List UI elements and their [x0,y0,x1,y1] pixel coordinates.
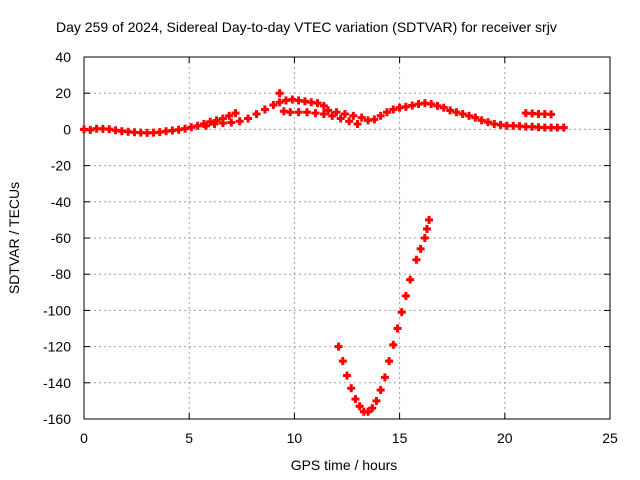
data-point [349,111,358,120]
data-point [244,114,253,123]
data-point [269,100,278,109]
data-point [225,111,234,120]
x-tick-label: 10 [287,430,303,446]
data-point [393,324,402,333]
data-point [364,407,373,416]
y-tick-label: -60 [51,230,71,246]
data-point [275,89,284,98]
y-tick-label: -100 [43,302,71,318]
data-point [336,114,345,123]
data-point [332,108,341,117]
data-point [235,117,244,126]
data-point [458,110,467,119]
data-point [351,395,360,404]
y-tick-label: -40 [51,194,71,210]
data-point [357,113,366,122]
data-point [376,386,385,395]
data-point [427,100,436,109]
x-axis-label: GPS time / hours [291,457,398,473]
data-point [376,111,385,120]
data-point [446,106,455,115]
data-point [433,101,442,110]
data-point [370,115,379,124]
x-tick-label: 15 [392,430,408,446]
data-point [471,113,480,122]
data-point [406,275,415,284]
data-point [416,244,425,253]
data-point [389,105,398,114]
ticks: 40 20 0 -20 -40 -60 -80 -100 -120 -140 -160 0 5 10 15 2… [43,49,618,446]
data-point [210,119,219,128]
data-point [559,123,568,132]
data-marks [80,89,568,416]
x-tick-label: 25 [602,430,618,446]
data-point [412,255,421,264]
y-tick-label: -80 [51,266,71,282]
data-point [334,342,343,351]
data-point [328,111,337,120]
y-tick-label: -120 [43,339,71,355]
y-tick-label: 40 [55,49,71,65]
chart-title: Day 259 of 2024, Sidereal Day-to-day VTE… [56,19,557,35]
y-tick-label: 0 [63,121,71,137]
data-point [275,98,284,107]
data-point [477,116,486,125]
data-point [218,119,227,128]
data-point [313,99,322,108]
data-point [227,118,236,127]
data-point [401,291,410,300]
data-point [397,308,406,317]
data-point [452,108,461,117]
x-tick-label: 5 [185,430,193,446]
grid [84,57,610,419]
data-point [311,109,320,118]
data-point [343,371,351,380]
data-point [294,108,303,117]
data-point [193,121,202,130]
data-point [324,106,333,115]
y-tick-label: -160 [43,411,71,427]
data-point [420,234,429,242]
data-point [353,119,362,128]
data-point [372,396,381,405]
data-point [345,117,354,126]
data-point [355,402,364,411]
data-point [260,105,269,114]
data-point [340,110,349,119]
data-point [252,110,261,119]
data-point [425,215,434,224]
data-point [382,108,391,117]
x-tick-label: 20 [497,430,513,446]
data-point [389,340,398,349]
data-point [286,108,295,117]
data-point [202,121,211,130]
y-axis-label: SDTVAR / TECUs [6,182,22,294]
y-tick-label: 20 [55,85,71,101]
data-point [483,118,492,127]
data-point [465,111,474,120]
y-tick-label: -20 [51,158,71,174]
data-point [547,110,556,119]
data-point [422,224,431,233]
data-point [368,404,377,413]
data-point [347,384,356,393]
y-tick-label: -140 [43,375,71,391]
data-point [319,110,328,119]
data-point [319,101,328,110]
data-point [385,357,394,366]
data-point [439,103,448,112]
x-tick-label: 0 [80,430,88,446]
data-point [338,357,347,366]
data-point [303,108,312,117]
data-point [380,373,389,382]
data-point [231,109,240,118]
